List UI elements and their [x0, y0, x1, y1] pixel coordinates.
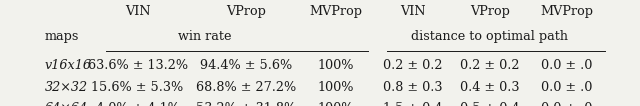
- Text: 100%: 100%: [317, 81, 355, 94]
- Text: 94.4% ± 5.6%: 94.4% ± 5.6%: [200, 59, 292, 72]
- Text: 1.5 ± 0.4: 1.5 ± 0.4: [383, 102, 442, 106]
- Text: maps: maps: [45, 30, 79, 43]
- Text: MVProp: MVProp: [310, 5, 362, 18]
- Text: VIN: VIN: [125, 5, 150, 18]
- Text: 0.0 ± .0: 0.0 ± .0: [541, 59, 592, 72]
- Text: 0.2 ± 0.2: 0.2 ± 0.2: [460, 59, 519, 72]
- Text: 4.0% ± 4.1%: 4.0% ± 4.1%: [95, 102, 180, 106]
- Text: 0.5 ± 0.4: 0.5 ± 0.4: [460, 102, 520, 106]
- Text: 15.6% ± 5.3%: 15.6% ± 5.3%: [92, 81, 184, 94]
- Text: VProp: VProp: [227, 5, 266, 18]
- Text: VIN: VIN: [400, 5, 426, 18]
- Text: 68.8% ± 27.2%: 68.8% ± 27.2%: [196, 81, 296, 94]
- Text: 0.0 ± .0: 0.0 ± .0: [541, 81, 592, 94]
- Text: v16x16: v16x16: [45, 59, 92, 72]
- Text: 0.8 ± 0.3: 0.8 ± 0.3: [383, 81, 442, 94]
- Text: distance to optimal path: distance to optimal path: [411, 30, 568, 43]
- Text: VProp: VProp: [470, 5, 509, 18]
- Text: 0.0 ± .0: 0.0 ± .0: [541, 102, 592, 106]
- Text: 64×64: 64×64: [45, 102, 88, 106]
- Text: 0.4 ± 0.3: 0.4 ± 0.3: [460, 81, 519, 94]
- Text: 100%: 100%: [317, 59, 355, 72]
- Text: MVProp: MVProp: [540, 5, 593, 18]
- Text: 32×32: 32×32: [45, 81, 88, 94]
- Text: 0.2 ± 0.2: 0.2 ± 0.2: [383, 59, 442, 72]
- Text: 63.6% ± 13.2%: 63.6% ± 13.2%: [88, 59, 188, 72]
- Text: 53.2% ± 31.8%: 53.2% ± 31.8%: [196, 102, 296, 106]
- Text: 100%: 100%: [317, 102, 355, 106]
- Text: win rate: win rate: [178, 30, 232, 43]
